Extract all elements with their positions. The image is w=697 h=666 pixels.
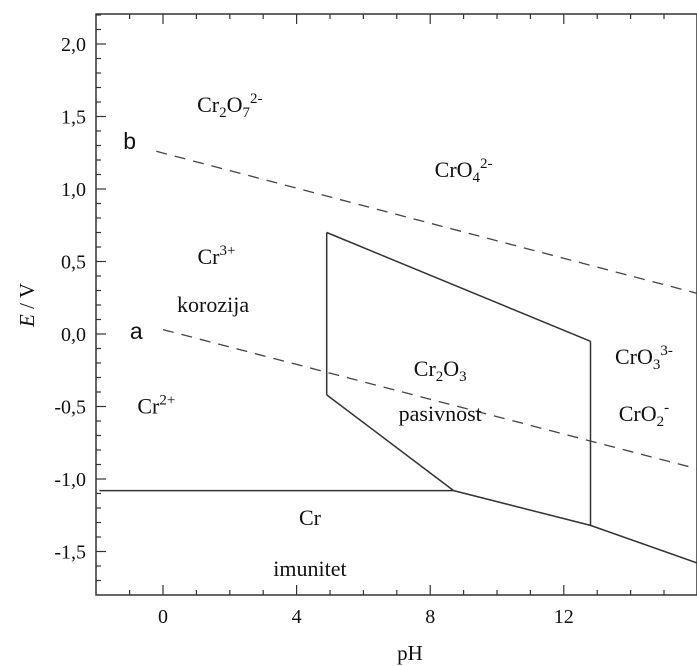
region-label: CrO42- [435, 156, 493, 186]
x-tick-label: 8 [425, 606, 435, 628]
water-line-b [156, 150, 697, 294]
region-label: Cr2O72- [197, 91, 262, 121]
water-line-label-a: a [130, 318, 143, 344]
region-label: CrO2- [619, 400, 669, 430]
region-label: korozija [177, 292, 249, 317]
y-tick-label: 2,0 [61, 34, 86, 56]
region-label: Cr2+ [137, 393, 175, 419]
y-tick-label: 1,0 [61, 179, 86, 201]
axis-ticks [96, 14, 665, 595]
region-labels: Cr2O72- CrO42- Cr3+ korozija Cr2O3 pasivnost C… [137, 91, 673, 581]
y-tick-label: 0,5 [61, 252, 86, 274]
y-tick-label: -1,0 [54, 469, 86, 491]
region-label: Cr2O3 [414, 356, 467, 385]
water-line-a [162, 328, 697, 470]
water-stability-lines: ba [123, 128, 697, 470]
x-axis-title: pH [397, 641, 423, 665]
region-label: CrO33- [615, 343, 673, 373]
y-axis-title-unit: / V [15, 283, 39, 314]
water-line-label-b: b [123, 128, 136, 154]
x-tick-label: 0 [158, 606, 168, 628]
x-tick-label: 12 [554, 606, 574, 628]
y-axis-title-symbol: E [15, 314, 39, 328]
region-label: Cr [299, 505, 322, 530]
phase-boundaries [99, 231, 697, 564]
region-label: Cr3+ [197, 243, 235, 269]
y-tick-label: 0,0 [61, 324, 86, 346]
y-tick-label: 1,5 [61, 107, 86, 129]
y-axis-title: E / V [15, 283, 39, 328]
region-label: imunitet [273, 556, 346, 581]
x-tick-label: 4 [292, 606, 302, 628]
region-label: pasivnost [399, 401, 482, 426]
tick-labels: 0 4 8 12 2,0 1,5 1,0 0,5 0,0 -0,5 -1,0 -1,5 [54, 34, 573, 628]
y-tick-label: -1,5 [54, 542, 86, 564]
boundary-line [453, 489, 697, 564]
y-tick-label: -0,5 [54, 397, 86, 419]
boundary-line [326, 231, 591, 342]
boundary-line [326, 394, 455, 492]
